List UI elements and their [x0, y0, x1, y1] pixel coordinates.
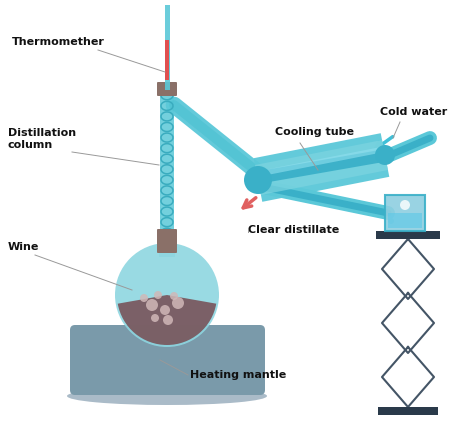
Text: Cold water: Cold water — [380, 107, 447, 117]
Text: Thermomether: Thermomether — [12, 37, 105, 47]
FancyBboxPatch shape — [385, 195, 425, 231]
Circle shape — [146, 299, 158, 311]
Text: Distillation
column: Distillation column — [8, 127, 76, 150]
FancyBboxPatch shape — [157, 229, 177, 243]
Circle shape — [163, 315, 173, 325]
Circle shape — [151, 314, 159, 322]
FancyBboxPatch shape — [165, 40, 169, 80]
Circle shape — [375, 145, 395, 165]
FancyBboxPatch shape — [70, 325, 265, 395]
FancyBboxPatch shape — [376, 231, 440, 239]
Circle shape — [170, 292, 178, 300]
FancyBboxPatch shape — [165, 5, 170, 90]
FancyBboxPatch shape — [378, 407, 438, 415]
Text: Cooling tube: Cooling tube — [275, 127, 354, 137]
FancyBboxPatch shape — [159, 235, 175, 257]
Circle shape — [160, 305, 170, 315]
Text: Wine: Wine — [8, 242, 39, 252]
FancyBboxPatch shape — [157, 82, 177, 96]
Wedge shape — [118, 295, 216, 345]
Circle shape — [140, 294, 148, 302]
FancyBboxPatch shape — [160, 90, 174, 238]
Circle shape — [244, 166, 272, 194]
Circle shape — [115, 243, 219, 347]
Text: Heating mantle: Heating mantle — [190, 370, 286, 380]
Circle shape — [172, 297, 184, 309]
FancyBboxPatch shape — [157, 237, 177, 253]
Ellipse shape — [67, 387, 267, 405]
FancyBboxPatch shape — [388, 213, 422, 228]
Circle shape — [154, 291, 162, 299]
Text: Clear distillate: Clear distillate — [248, 225, 339, 235]
Circle shape — [400, 200, 410, 210]
Circle shape — [388, 218, 394, 224]
